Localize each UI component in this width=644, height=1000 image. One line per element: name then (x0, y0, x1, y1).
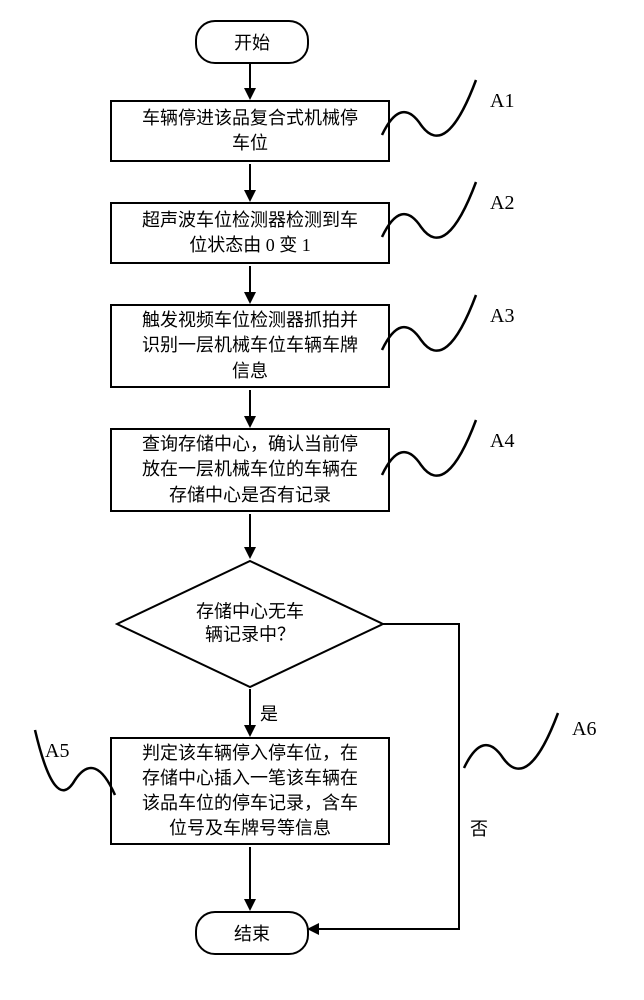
arrow (249, 390, 251, 418)
arrow (249, 847, 251, 901)
arrow-head (244, 899, 256, 911)
callout-wave (376, 75, 496, 155)
arrow-head (244, 547, 256, 559)
callout-wave (376, 415, 496, 495)
label-a3: A3 (490, 305, 514, 328)
arrow (249, 164, 251, 192)
arrow-head (244, 292, 256, 304)
callout-wave (458, 708, 578, 788)
arrow (318, 928, 460, 930)
process-a5-text: 判定该车辆停入停车位，在 存储中心插入一笔该车辆在 该品车位的停车记录，含车 位… (142, 741, 358, 842)
arrow-head (244, 725, 256, 737)
arrow-head (244, 416, 256, 428)
arrow-head (244, 190, 256, 202)
arrow (249, 62, 251, 90)
callout-wave (376, 177, 496, 257)
label-a4: A4 (490, 430, 514, 453)
label-a6: A6 (572, 718, 596, 741)
terminal-end: 结束 (195, 911, 309, 955)
arrow (249, 689, 251, 727)
callout-wave (30, 720, 130, 810)
branch-no-label: 否 (470, 815, 488, 841)
arrow (458, 623, 460, 930)
decision-text: 存储中心无车 辆记录中？ (196, 601, 304, 648)
label-a1: A1 (490, 90, 514, 113)
process-a2-text: 超声波车位检测器检测到车 位状态由 0 变 1 (142, 208, 358, 258)
callout-wave (376, 290, 496, 370)
process-a3: 触发视频车位检测器抓拍并 识别一层机械车位车辆车牌 信息 (110, 304, 390, 388)
arrow-head (244, 88, 256, 100)
process-a2: 超声波车位检测器检测到车 位状态由 0 变 1 (110, 202, 390, 264)
arrow (249, 514, 251, 549)
process-a5: 判定该车辆停入停车位，在 存储中心插入一笔该车辆在 该品车位的停车记录，含车 位… (110, 737, 390, 845)
terminal-start-label: 开始 (234, 29, 270, 55)
decision-node: 存储中心无车 辆记录中？ (115, 559, 385, 689)
label-a5: A5 (45, 740, 69, 763)
process-a1-text: 车辆停进该品复合式机械停 车位 (142, 106, 358, 156)
process-a1: 车辆停进该品复合式机械停 车位 (110, 100, 390, 162)
process-a3-text: 触发视频车位检测器抓拍并 识别一层机械车位车辆车牌 信息 (142, 308, 358, 384)
label-a2: A2 (490, 192, 514, 215)
process-a4-text: 查询存储中心，确认当前停 放在一层机械车位的车辆在 存储中心是否有记录 (142, 432, 358, 508)
arrow (249, 266, 251, 294)
process-a4: 查询存储中心，确认当前停 放在一层机械车位的车辆在 存储中心是否有记录 (110, 428, 390, 512)
arrow (383, 623, 460, 625)
flowchart-container: 开始 车辆停进该品复合式机械停 车位 A1 超声波车位检测器检测到车 位状态由 … (20, 20, 624, 980)
terminal-end-label: 结束 (234, 920, 270, 946)
branch-yes-label: 是 (260, 700, 278, 726)
terminal-start: 开始 (195, 20, 309, 64)
